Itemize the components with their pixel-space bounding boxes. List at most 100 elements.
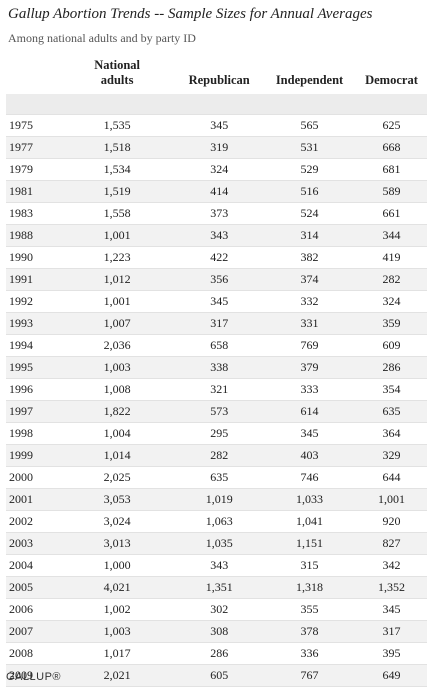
year-cell: 1991: [6, 268, 59, 291]
table-row: 2006 1,002 302 355 345: [6, 598, 427, 621]
value-cell: 329: [355, 444, 427, 467]
value-cell: 920: [355, 510, 427, 533]
year-cell: 2009: [6, 664, 59, 687]
value-cell: 286: [175, 642, 264, 665]
table-row: 1997 1,822 573 614 635: [6, 400, 427, 423]
value-cell: 1,001: [58, 290, 176, 313]
value-cell: 1,003: [58, 620, 176, 643]
value-cell: 1,352: [355, 576, 427, 599]
subtitle: Among national adults and by party ID: [8, 31, 196, 45]
value-cell: 403: [263, 444, 356, 467]
table-row: 2000 2,025 635 746 644: [6, 466, 427, 489]
title: Gallup Abortion Trends -- Sample Sizes f…: [8, 6, 373, 22]
year-cell: 2004: [6, 554, 59, 577]
value-cell: 668: [355, 136, 427, 159]
value-cell: 395: [355, 642, 427, 665]
value-cell: 769: [263, 334, 356, 357]
year-cell: 2003: [6, 532, 59, 555]
value-cell: 374: [263, 268, 356, 291]
table-row: 2009 2,021 605 767 649: [6, 664, 427, 687]
table-row: 1992 1,001 345 332 324: [6, 290, 427, 313]
value-cell: 308: [175, 620, 264, 643]
value-cell: 658: [175, 334, 264, 357]
year-cell: 1995: [6, 356, 59, 379]
table-row: 1983 1,558 373 524 661: [6, 202, 427, 225]
value-cell: 524: [263, 202, 356, 225]
value-cell: 1,001: [58, 224, 176, 247]
value-cell: 1,012: [58, 268, 176, 291]
year-cell: 1977: [6, 136, 59, 159]
value-cell: 1,035: [175, 532, 264, 555]
value-cell: 282: [175, 444, 264, 467]
table-row: 2004 1,000 343 315 342: [6, 554, 427, 577]
footer-logo: GALLUP®: [6, 671, 62, 683]
value-cell: 1,019: [175, 488, 264, 511]
value-cell: 573: [175, 400, 264, 423]
value-cell: 338: [175, 356, 264, 379]
value-cell: 1,033: [263, 488, 356, 511]
value-cell: 1,822: [58, 400, 176, 423]
year-cell: 2006: [6, 598, 59, 621]
value-cell: 644: [355, 466, 427, 489]
table-row: 1991 1,012 356 374 282: [6, 268, 427, 291]
year-cell: 2007: [6, 620, 59, 643]
value-cell: 324: [175, 158, 264, 181]
value-cell: 315: [263, 554, 356, 577]
value-cell: 321: [175, 378, 264, 401]
year-cell: 1997: [6, 400, 59, 423]
value-cell: 345: [175, 114, 264, 137]
table-row: 1995 1,003 338 379 286: [6, 356, 427, 379]
value-cell: 373: [175, 202, 264, 225]
value-cell: 516: [263, 180, 356, 203]
value-cell: 625: [355, 114, 427, 137]
table-row: 1994 2,036 658 769 609: [6, 334, 427, 357]
table-row: 2005 4,021 1,351 1,318 1,352: [6, 576, 427, 599]
value-cell: 1,002: [58, 598, 176, 621]
spacer-row: [6, 94, 427, 115]
value-cell: 317: [355, 620, 427, 643]
year-cell: 1993: [6, 312, 59, 335]
table-row: 1998 1,004 295 345 364: [6, 422, 427, 445]
value-cell: 3,053: [58, 488, 176, 511]
table-row: 1993 1,007 317 331 359: [6, 312, 427, 335]
table-row: 2007 1,003 308 378 317: [6, 620, 427, 643]
value-cell: 414: [175, 180, 264, 203]
value-cell: 344: [355, 224, 427, 247]
value-cell: 1,003: [58, 356, 176, 379]
value-cell: 649: [355, 664, 427, 687]
value-cell: 364: [355, 422, 427, 445]
year-cell: 2005: [6, 576, 59, 599]
value-cell: 302: [175, 598, 264, 621]
value-cell: 343: [175, 554, 264, 577]
column-header: Republican: [188, 73, 250, 87]
value-cell: 1,007: [58, 312, 176, 335]
value-cell: 1,151: [263, 532, 356, 555]
table-row: 1999 1,014 282 403 329: [6, 444, 427, 467]
value-cell: 605: [175, 664, 264, 687]
column-header: Democrat: [365, 73, 418, 87]
value-cell: 1,318: [263, 576, 356, 599]
table-row: 2002 3,024 1,063 1,041 920: [6, 510, 427, 533]
table-row: 1988 1,001 343 314 344: [6, 224, 427, 247]
value-cell: 345: [175, 290, 264, 313]
value-cell: 2,025: [58, 466, 176, 489]
year-cell: 1979: [6, 158, 59, 181]
value-cell: 419: [355, 246, 427, 269]
table-row: 1996 1,008 321 333 354: [6, 378, 427, 401]
value-cell: 635: [175, 466, 264, 489]
value-cell: 378: [263, 620, 356, 643]
value-cell: 3,024: [58, 510, 176, 533]
value-cell: 1,518: [58, 136, 176, 159]
year-cell: 1992: [6, 290, 59, 313]
value-cell: 379: [263, 356, 356, 379]
value-cell: 4,021: [58, 576, 176, 599]
year-cell: 1981: [6, 180, 59, 203]
column-header: National adults: [94, 58, 141, 87]
value-cell: 286: [355, 356, 427, 379]
value-cell: 1,000: [58, 554, 176, 577]
column-header: Independent: [275, 73, 344, 87]
value-cell: 382: [263, 246, 356, 269]
value-cell: 1,017: [58, 642, 176, 665]
value-cell: 1,001: [355, 488, 427, 511]
